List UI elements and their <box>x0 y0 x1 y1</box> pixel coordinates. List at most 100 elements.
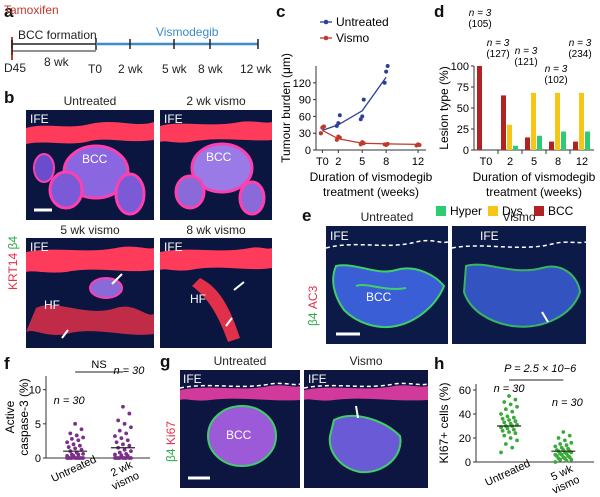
tick-5wk: 5 wk <box>162 62 187 76</box>
data-point-untreated <box>361 97 366 102</box>
y-tick-label: 0 <box>463 145 469 157</box>
y-tick-label: 20 <box>459 433 471 445</box>
data-point-vismo <box>321 124 326 129</box>
data-point <box>508 421 513 426</box>
micrograph-2wk-vismo: IFE BCC <box>160 110 272 220</box>
annotation-count: (121) <box>514 57 537 68</box>
d45-label: D45 <box>4 61 27 75</box>
micrograph-e-untreated: IFE BCC <box>326 226 448 344</box>
bar-bcc <box>477 66 482 150</box>
y-tick-label: 90 <box>299 95 311 107</box>
data-point <box>553 460 558 464</box>
data-point-untreated <box>336 121 341 126</box>
legend-label-hyper: Hyper <box>450 204 482 218</box>
annotation-count: (105) <box>468 19 491 30</box>
data-point-untreated <box>360 114 365 119</box>
panel-label-a: a <box>4 2 14 21</box>
data-point-vismo <box>385 141 390 146</box>
annotation-count: (127) <box>486 49 509 60</box>
bar-bcc <box>549 141 554 150</box>
x-axis-label-line2: treatment (weeks) <box>486 185 582 199</box>
legend-swatch <box>488 206 498 216</box>
tick-12wk: 12 wk <box>240 62 272 76</box>
vismodegib-label: Vismodegib <box>156 25 219 39</box>
b-title-5wk: 5 wk vismo <box>60 223 120 237</box>
annotation-count: (234) <box>568 49 591 60</box>
x-tick-label: 12 <box>412 156 424 168</box>
b-title-2wk: 2 wk vismo <box>186 94 246 108</box>
y-tick-label: 60 <box>299 111 311 123</box>
data-point <box>499 450 503 455</box>
b-title-8wk: 8 wk vismo <box>186 223 246 237</box>
data-point <box>127 443 132 448</box>
data-point <box>567 433 572 438</box>
n-label: n = 30 <box>54 395 86 407</box>
label-bcc: BCC <box>206 150 232 164</box>
data-point <box>563 438 567 443</box>
legend-label-bcc: BCC <box>548 204 574 218</box>
data-point-untreated <box>385 64 390 68</box>
legend-swatch <box>436 206 446 216</box>
krt14-stain-label: KRT14 <box>6 252 20 290</box>
y-tick-label: 5 <box>35 419 41 431</box>
label-ife: IFE <box>164 112 183 126</box>
legend-label-dys: Dys <box>502 204 523 218</box>
micrograph-8wk-vismo: IFE HF <box>160 238 272 348</box>
data-point <box>507 430 511 434</box>
data-point <box>510 445 515 450</box>
panel-label-f: f <box>4 354 10 373</box>
label-ife: IFE <box>308 372 327 386</box>
tick-t0: T0 <box>88 62 103 76</box>
data-point <box>73 446 78 451</box>
legend-marker <box>323 19 329 25</box>
data-point <box>569 440 574 445</box>
label-ife: IFE <box>164 240 183 254</box>
series-line-untreated <box>322 76 387 132</box>
ns-label: NS <box>91 359 106 371</box>
data-point <box>553 452 558 457</box>
data-point-untreated <box>337 113 342 118</box>
data-point <box>507 394 511 398</box>
data-point <box>564 443 569 448</box>
data-point <box>121 442 125 447</box>
panel-label-h: h <box>434 354 445 373</box>
chart-c: 0 30 60 90 120 T0 2 5 8 12 Tumour burden (μm) Durat… <box>279 15 433 199</box>
data-point <box>73 421 78 426</box>
annotation-n: n = 3 <box>569 38 592 49</box>
legend-swatch <box>534 206 544 216</box>
bar-dys <box>531 92 536 150</box>
data-point <box>116 418 121 423</box>
ac3-stain-label: AC3 <box>306 285 320 310</box>
y-tick-label: 10 <box>29 385 41 397</box>
label-bcc: BCC <box>82 152 108 166</box>
data-point <box>65 440 70 445</box>
data-point <box>74 433 79 438</box>
data-point <box>117 450 122 455</box>
panel-label-e: e <box>302 206 312 225</box>
data-point <box>510 409 515 414</box>
bar-dys <box>507 124 512 150</box>
y-tick-label: 100 <box>451 61 469 73</box>
annotation-n: n = 3 <box>469 8 492 19</box>
data-point <box>81 435 86 440</box>
data-point <box>124 431 129 436</box>
y-tick-label: 0 <box>35 453 41 465</box>
y-tick-label: 60 <box>459 385 471 397</box>
data-point <box>114 456 119 460</box>
data-point <box>511 415 516 420</box>
panel-e-stain-label: β4 AC3 <box>306 286 320 326</box>
data-point <box>508 402 513 407</box>
micrograph-5wk-vismo: IFE HF <box>26 238 154 348</box>
label-hf: HF <box>190 292 206 306</box>
annotation-count: (102) <box>544 75 567 86</box>
data-point <box>515 404 519 409</box>
x-axis-label-line1: Duration of vismodegib <box>473 170 596 184</box>
x-tick-label: 8 <box>555 156 561 168</box>
data-point <box>502 420 507 425</box>
data-point-vismo <box>417 142 422 147</box>
data-point-vismo <box>361 141 366 146</box>
bar-dys <box>555 92 560 150</box>
x-tick-label: 2 <box>507 156 513 168</box>
